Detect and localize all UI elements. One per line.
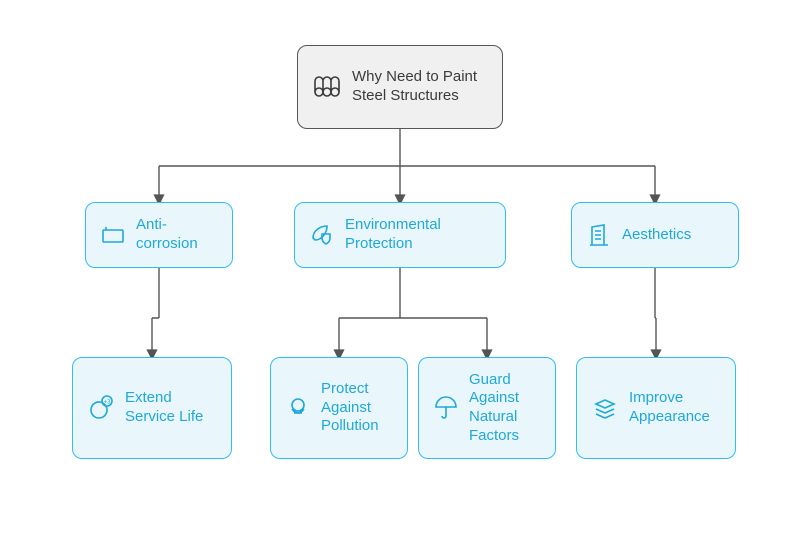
- node-improve-appearance: Improve Appearance: [576, 357, 736, 459]
- node-pollute-label: Protect Against Pollution: [321, 380, 397, 436]
- node-natural-factors: Guard Against Natural Factors: [418, 357, 556, 459]
- node-root-label: Why Need to Paint Steel Structures: [352, 68, 492, 106]
- umbrella-icon: [433, 395, 459, 421]
- node-environmental: Environmental Protection: [294, 202, 506, 268]
- layers-icon: [591, 394, 619, 422]
- node-natural-label: Guard Against Natural Factors: [469, 371, 545, 446]
- node-aesthetics: Aesthetics: [571, 202, 739, 268]
- node-extend-label: Extend Service Life: [125, 389, 221, 427]
- node-env-label: Environmental Protection: [345, 216, 495, 254]
- node-anti-label: Anti-corrosion: [136, 216, 222, 254]
- panel-icon: [100, 222, 126, 248]
- node-improve-label: Improve Appearance: [629, 389, 725, 427]
- mask-icon: [285, 395, 311, 421]
- node-anti-corrosion: Anti-corrosion: [85, 202, 233, 268]
- node-pollution: Protect Against Pollution: [270, 357, 408, 459]
- node-aes-label: Aesthetics: [622, 226, 691, 245]
- node-extend-life: +3 Extend Service Life: [72, 357, 232, 459]
- node-root: Why Need to Paint Steel Structures: [297, 45, 503, 129]
- steel-pipes-icon: [312, 72, 342, 102]
- plus3-icon: +3: [87, 394, 115, 422]
- svg-text:+3: +3: [104, 400, 112, 406]
- diagram-canvas: Why Need to Paint Steel Structures Anti-…: [0, 0, 800, 534]
- building-icon: [586, 222, 612, 248]
- leaf-shield-icon: [309, 222, 335, 248]
